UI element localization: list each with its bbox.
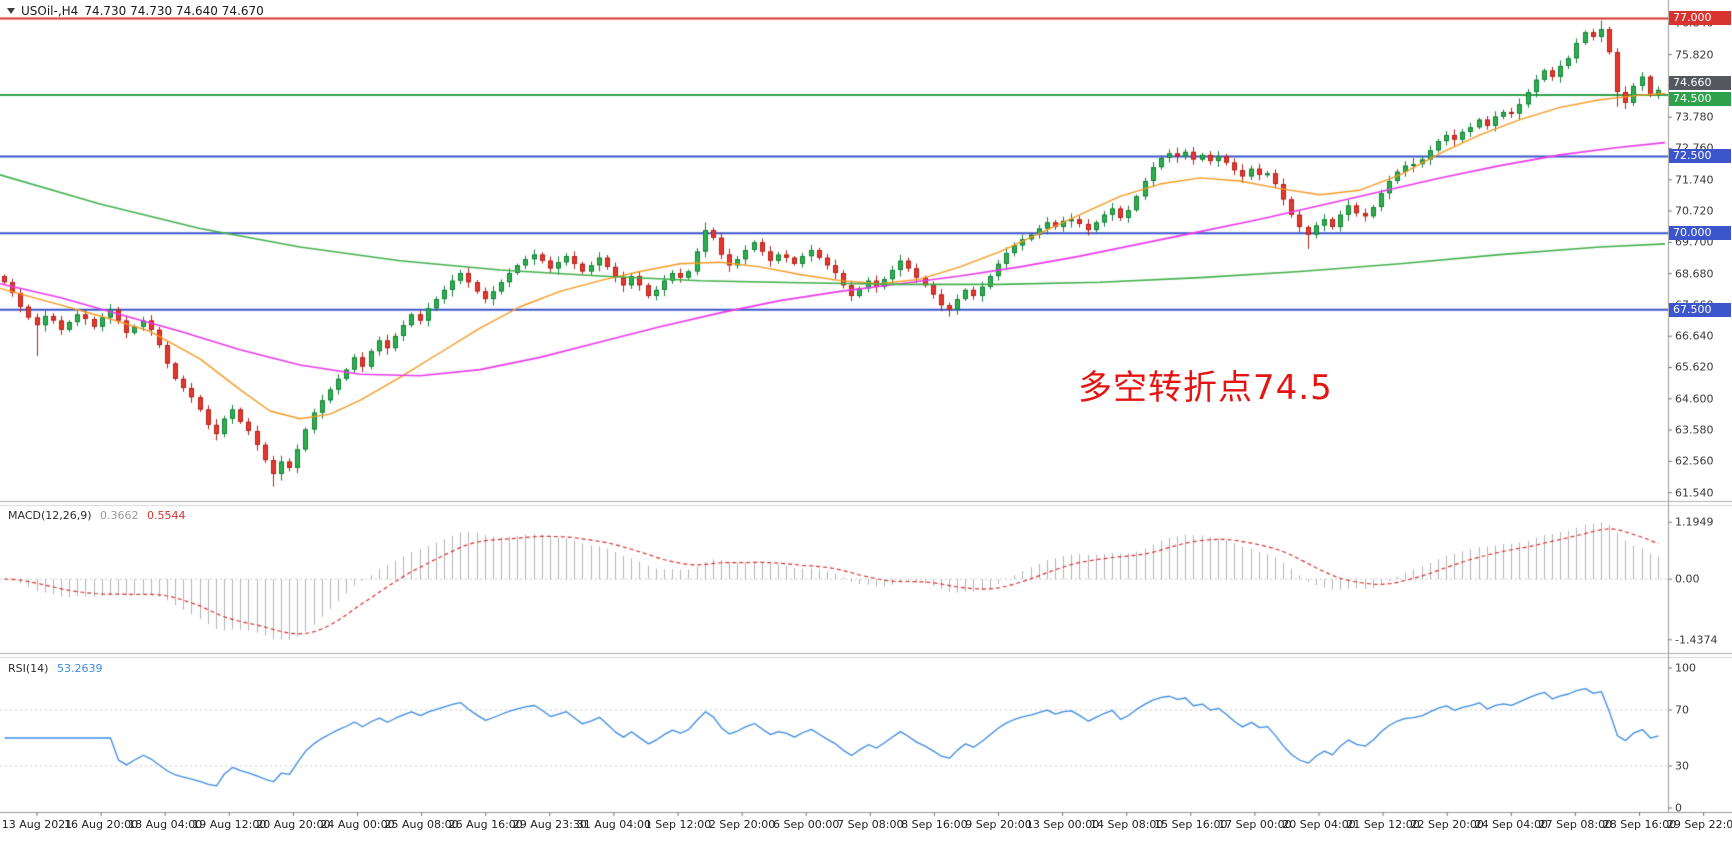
time-axis-label: 26 Aug 16:00 [448,818,523,831]
current-price-tag: 74.660 [1669,76,1731,91]
time-axis-label: 19 Aug 12:00 [192,818,267,831]
hline-price-tag: 72.500 [1669,149,1731,164]
chart-title: USOil-,H4 74.730 74.730 74.640 74.670 [7,4,264,18]
time-axis-label: 16 Aug 20:00 [64,818,139,831]
hline-price-tag: 77.000 [1669,11,1731,26]
time-axis-label: 28 Sep 16:00 [1602,818,1677,831]
time-axis-label: 31 Aug 04:00 [576,818,651,831]
rsi-scale-label: 100 [1675,661,1696,675]
rsi-value: 53.2639 [56,662,103,675]
price-tick-label: 68.680 [1675,267,1714,281]
price-tick-label: 73.780 [1675,110,1714,124]
macd-scale-label: 0.00 [1675,572,1700,586]
hline-price-tag: 67.500 [1669,302,1731,317]
time-axis-label: 15 Sep 16:00 [1154,818,1228,831]
macd-indicator-label: MACD(12,26,9) 0.3662 0.5544 [8,509,186,522]
time-axis-label: 21 Sep 12:00 [1346,818,1420,831]
rsi-name: RSI(14) [8,662,49,675]
time-axis-label: 14 Sep 08:00 [1089,818,1164,831]
rsi-scale-label: 0 [1675,801,1682,815]
hline-price-tag: 74.500 [1669,92,1731,107]
time-axis-label: 22 Sep 20:00 [1410,818,1484,831]
time-axis-label: 9 Sep 20:00 [965,818,1032,831]
time-axis-label: 24 Aug 00:00 [320,818,395,831]
time-axis-label: 17 Sep 00:00 [1218,818,1292,831]
rsi-scale-label: 30 [1675,759,1689,773]
symbol-timeframe-label: USOil-,H4 [21,4,79,18]
macd-name: MACD(12,26,9) [8,509,92,522]
macd-main-value: 0.3662 [100,509,139,522]
macd-signal-value: 0.5544 [147,509,186,522]
time-axis-label: 18 Aug 04:00 [128,818,203,831]
time-axis-label: 1 Sep 12:00 [644,818,712,831]
symbol-dropdown-icon[interactable] [7,8,15,14]
time-axis-label: 13 Aug 2021 [1,818,73,831]
macd-scale-label: -1.4374 [1675,633,1718,647]
price-tick-label: 70.720 [1675,204,1714,218]
time-axis-label: 13 Sep 00:00 [1025,818,1100,831]
macd-scale-label: 1.1949 [1675,515,1714,529]
time-axis-label: 29 Sep 22:00 [1666,818,1732,831]
ohlc-readout: 74.730 74.730 74.640 74.670 [84,4,264,18]
time-axis-label: 20 Sep 04:00 [1282,818,1356,831]
price-tick-label: 62.560 [1675,454,1714,468]
time-axis-label: 20 Aug 20:00 [256,818,331,831]
time-axis-label: 7 Sep 08:00 [837,818,904,831]
rsi-indicator-label: RSI(14) 53.2639 [8,662,102,675]
time-axis-label: 25 Aug 08:00 [384,818,459,831]
price-tick-label: 64.600 [1675,392,1714,406]
time-axis-label: 29 Aug 23:30 [512,818,587,831]
time-axis-label: 24 Sep 04:00 [1474,818,1549,831]
price-tick-label: 65.620 [1675,360,1714,374]
price-tick-label: 61.540 [1675,486,1714,500]
time-axis-label: 27 Sep 08:00 [1538,818,1613,831]
hline-price-tag: 70.000 [1669,226,1731,241]
time-axis-label: 2 Sep 20:00 [708,818,776,831]
time-axis-label: 6 Sep 00:00 [772,818,840,831]
time-axis-label: 8 Sep 16:00 [901,818,968,831]
price-tick-label: 66.640 [1675,329,1714,343]
price-tick-label: 71.740 [1675,173,1714,187]
price-tick-label: 75.820 [1675,48,1714,62]
rsi-scale-label: 70 [1675,703,1689,717]
price-tick-label: 63.580 [1675,423,1714,437]
annotation-text[interactable]: 多空转折点74.5 [1078,368,1333,408]
